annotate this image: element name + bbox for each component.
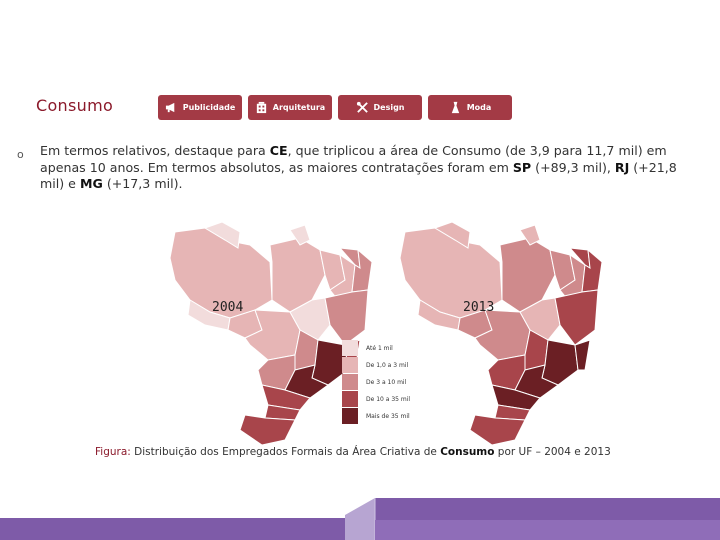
legend-swatch bbox=[342, 408, 358, 424]
legend-item: De 10 a 35 mil bbox=[342, 391, 428, 407]
state-mg-2013 bbox=[541, 339, 579, 386]
legend-swatch bbox=[342, 340, 358, 356]
bullet-marker: o bbox=[17, 148, 24, 161]
legend-label: De 1,0 a 3 mil bbox=[366, 361, 409, 369]
caption-bold: Consumo bbox=[440, 446, 495, 458]
state-ba-2004 bbox=[324, 289, 369, 346]
text-segment: (+17,3 mil). bbox=[102, 176, 183, 191]
building-icon bbox=[256, 101, 266, 114]
legend-label: De 10 a 35 mil bbox=[366, 395, 411, 403]
legend-item: De 1,0 a 3 mil bbox=[342, 357, 428, 373]
state-rr-2013 bbox=[433, 221, 471, 249]
dress-icon bbox=[451, 101, 459, 114]
map-year-2004: 2004 bbox=[212, 300, 244, 315]
state-rs-2004 bbox=[239, 414, 296, 446]
map-2013 bbox=[399, 221, 603, 446]
text-segment: Em termos relativos, destaque para bbox=[40, 143, 270, 158]
legend-label: Mais de 35 mil bbox=[366, 412, 410, 420]
state-rr-2004 bbox=[203, 221, 241, 249]
legend-swatch bbox=[342, 357, 358, 373]
state-pr-2004 bbox=[261, 384, 311, 411]
text-segment: (+21,8 mil) e bbox=[40, 159, 677, 192]
state-ap-2013 bbox=[519, 224, 541, 246]
state-sp: SP bbox=[512, 159, 532, 175]
megaphone-icon bbox=[165, 102, 175, 113]
legend-label: De 3 a 10 mil bbox=[366, 378, 407, 386]
text-segment: (+89,3 mil), bbox=[531, 159, 615, 175]
state-rj: RJ bbox=[614, 159, 630, 175]
state-rj-2013 bbox=[574, 339, 591, 371]
map-legend: Até 1 mil De 1,0 a 3 mil De 3 a 10 mil D… bbox=[342, 340, 428, 425]
state-rs-2013 bbox=[469, 414, 526, 446]
state-ap-2004 bbox=[289, 224, 311, 246]
state-pr-2013 bbox=[491, 384, 541, 411]
legend-swatch bbox=[342, 391, 358, 407]
figure-caption: Figura: Distribuição dos Empregados Form… bbox=[95, 446, 611, 458]
page-title: Consumo bbox=[36, 96, 114, 115]
tab-label: Moda bbox=[466, 103, 492, 112]
caption-label: Figura: bbox=[95, 446, 131, 458]
map-year-2013: 2013 bbox=[463, 300, 495, 315]
tab-moda[interactable]: Moda bbox=[428, 95, 512, 120]
tab-arquitetura[interactable]: Arquitetura bbox=[248, 95, 332, 120]
tab-publicidade[interactable]: Publicidade bbox=[158, 95, 242, 120]
state-mg: MG bbox=[79, 176, 103, 191]
category-tabs: Publicidade Arquitetura Design Moda bbox=[158, 95, 512, 120]
legend-item: Mais de 35 mil bbox=[342, 408, 428, 424]
legend-swatch bbox=[342, 374, 358, 390]
legend-item: De 3 a 10 mil bbox=[342, 374, 428, 390]
state-ba-2013 bbox=[554, 289, 599, 346]
text-segment: , que triplicou a área de Consumo (de 3,… bbox=[40, 143, 667, 175]
caption-text: Distribuição dos Empregados Formais da Á… bbox=[130, 446, 441, 458]
legend-item: Até 1 mil bbox=[342, 340, 428, 356]
caption-text: por UF – 2004 e 2013 bbox=[494, 446, 611, 458]
state-ce: CE bbox=[269, 143, 288, 158]
tools-icon bbox=[356, 101, 368, 113]
tab-label: Publicidade bbox=[182, 103, 236, 112]
tab-label: Arquitetura bbox=[272, 103, 326, 112]
legend-label: Até 1 mil bbox=[366, 344, 393, 352]
tab-label: Design bbox=[373, 103, 405, 112]
description-paragraph: Em termos relativos, destaque para CE, q… bbox=[40, 143, 692, 193]
map-2004 bbox=[169, 221, 373, 446]
tab-design[interactable]: Design bbox=[338, 95, 422, 120]
